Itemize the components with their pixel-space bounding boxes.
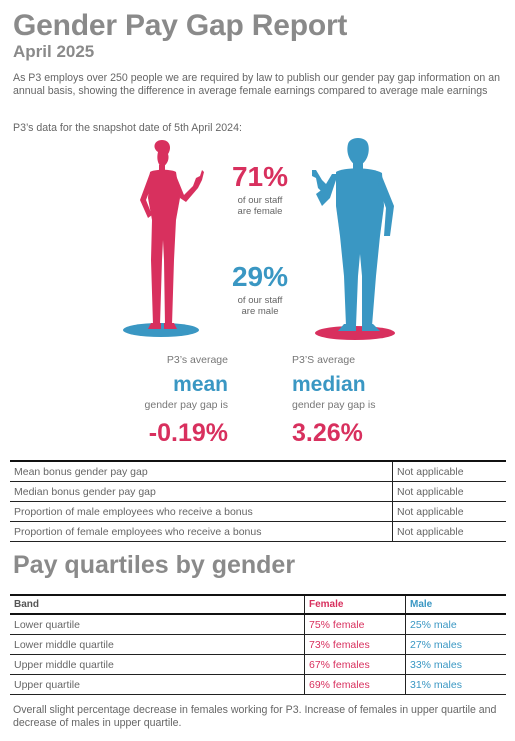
page-subtitle: April 2025 [13,42,95,61]
male-staff-line1: of our staff [237,295,283,306]
median-label: P3’S average [292,354,356,366]
female-cell: 67% females [304,654,406,675]
female-figure-icon [123,140,204,337]
bonus-row-value: Not applicable [392,460,506,482]
median-value: 3.26% [292,419,363,447]
table-row: Lower middle quartile 73% females 27% ma… [10,634,506,655]
mean-label: P3’s average [166,354,228,366]
band-cell: Upper middle quartile [10,654,305,675]
footer-note: Overall slight percentage decrease in fe… [13,704,497,729]
mean-subtext: gender pay gap is [144,399,228,411]
female-cell: 73% females [304,634,406,655]
table-row: Upper middle quartile 67% females 33% ma… [10,654,506,675]
bonus-table: Mean bonus gender pay gap Not applicable… [10,460,506,542]
table-row: Proportion of female employees who recei… [10,521,506,542]
bonus-row-value: Not applicable [392,481,506,502]
male-cell: 27% males [405,634,506,655]
table-row: Upper quartile 69% females 31% males [10,674,506,695]
table-row: Lower quartile 75% female 25% male [10,614,506,635]
bonus-row-value: Not applicable [392,521,506,542]
bonus-row-label: Proportion of male employees who receive… [10,501,393,522]
female-staff-percent: 71% [231,161,289,192]
mean-value: -0.19% [148,419,228,447]
male-staff-line2: are male [241,306,279,317]
male-staff-percent: 29% [231,261,289,292]
male-cell: 33% males [405,654,506,675]
quartiles-title: Pay quartiles by gender [13,551,296,579]
snapshot-text: P3’s data for the snapshot date of 5th A… [13,122,242,134]
male-cell: 25% male [405,614,506,635]
bonus-row-label: Mean bonus gender pay gap [10,460,393,482]
table-row: Mean bonus gender pay gap Not applicable [10,460,506,482]
female-cell: 69% females [304,674,406,695]
male-cell: 31% males [405,674,506,695]
female-staff-line1: of our staff [237,195,283,206]
quartiles-table: Band Female Male Lower quartile 75% fema… [10,594,506,695]
median-subtext: gender pay gap is [292,399,376,411]
male-header: Male [405,594,506,615]
band-cell: Lower quartile [10,614,305,635]
table-row: Proportion of male employees who receive… [10,501,506,522]
intro-paragraph: As P3 employs over 250 people we are req… [13,72,501,97]
bonus-row-label: Median bonus gender pay gap [10,481,393,502]
female-header: Female [304,594,406,615]
band-cell: Lower middle quartile [10,634,305,655]
band-header: Band [10,594,305,615]
table-header-row: Band Female Male [10,594,506,615]
table-row: Median bonus gender pay gap Not applicab… [10,481,506,502]
female-cell: 75% female [304,614,406,635]
band-cell: Upper quartile [10,674,305,695]
female-staff-line2: are female [237,206,283,217]
male-figure-icon [312,138,395,340]
bonus-row-label: Proportion of female employees who recei… [10,521,393,542]
mean-word: mean [173,373,228,396]
bonus-row-value: Not applicable [392,501,506,522]
median-word: median [292,373,366,396]
page-title: Gender Pay Gap Report [13,9,348,42]
